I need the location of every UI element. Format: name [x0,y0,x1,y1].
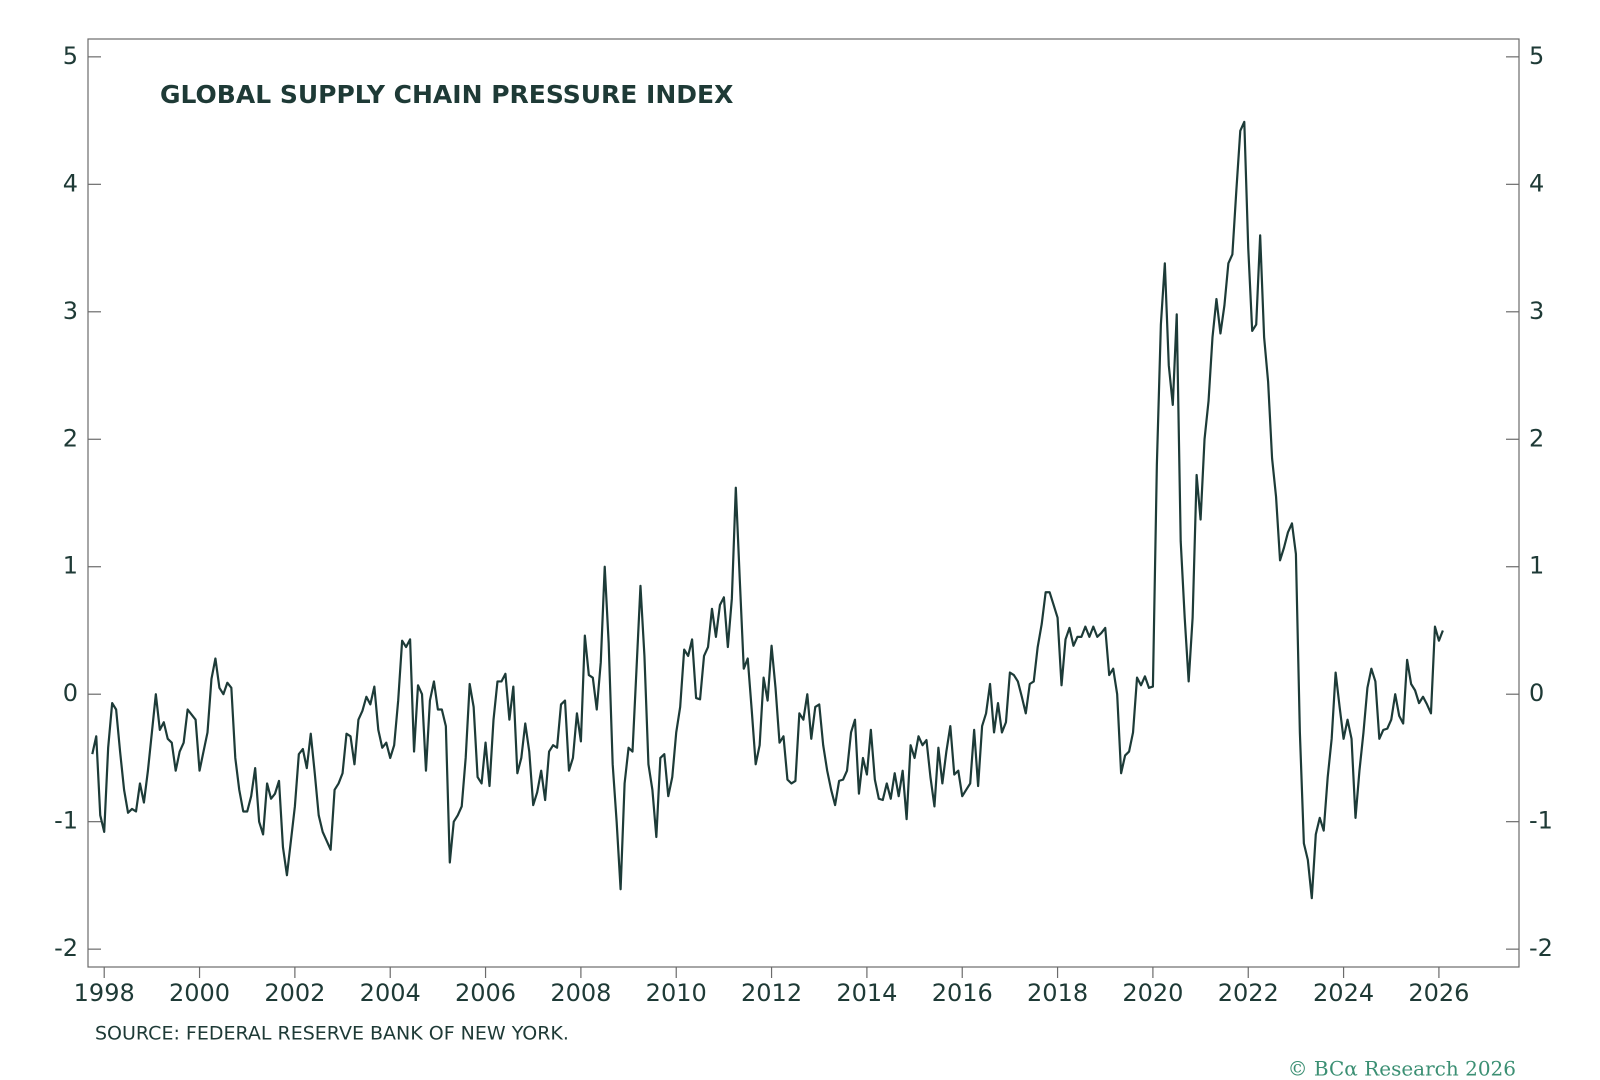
x-tick-label: 2022 [1218,979,1279,1007]
y2-tick-label: -2 [1529,934,1553,962]
x-tick-label: 2010 [646,979,707,1007]
x-tick-label: 2026 [1408,979,1469,1007]
y-tick-label: 3 [63,297,78,325]
x-tick-label: 2012 [741,979,802,1007]
x-tick-label: 2014 [836,979,897,1007]
x-tick-label: 2018 [1027,979,1088,1007]
y-tick-label: 2 [63,424,78,452]
y2-tick-label: 5 [1529,42,1544,70]
y2-tick-label: 3 [1529,297,1544,325]
y-tick-label: 0 [63,679,78,707]
y-tick-label: -2 [54,934,78,962]
chart-title: GLOBAL SUPPLY CHAIN PRESSURE INDEX [160,80,733,109]
y2-tick-label: 2 [1529,424,1544,452]
source-note: SOURCE: FEDERAL RESERVE BANK OF NEW YORK… [95,1023,569,1045]
x-tick-label: 2016 [932,979,993,1007]
plot-frame [87,38,1520,968]
y-tick-label: -1 [54,807,78,835]
y-tick-label: 4 [63,169,78,197]
x-tick-label: 2024 [1313,979,1374,1007]
credit: © BCα Research 2026 [1288,1057,1516,1080]
x-tick-label: 2008 [550,979,611,1007]
y2-tick-label: -1 [1529,807,1553,835]
x-tick-label: 1998 [74,979,135,1007]
y2-tick-label: 4 [1529,169,1544,197]
x-tick-label: 2002 [264,979,325,1007]
y-tick-label: 5 [63,42,78,70]
y-tick-label: 1 [63,552,78,580]
data-line [91,120,1444,900]
x-tick-label: 2006 [455,979,516,1007]
x-tick-label: 2000 [169,979,230,1007]
y2-tick-label: 0 [1529,679,1544,707]
y2-tick-label: 1 [1529,552,1544,580]
x-tick-label: 2020 [1122,979,1183,1007]
x-tick-label: 2004 [360,979,421,1007]
